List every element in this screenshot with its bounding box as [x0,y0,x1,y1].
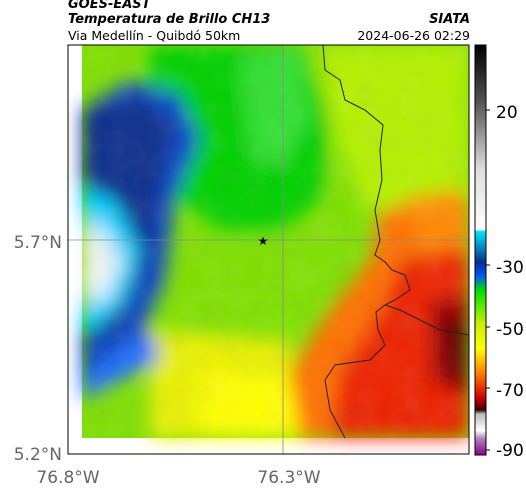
colorbar: 20 -30 -50 -70 -90 [474,44,524,461]
colorbar-tick-label: -50 [496,320,524,340]
colorbar-tick-label: -90 [496,441,524,461]
colorbar-tick-label: -70 [496,381,524,401]
plot-frame [67,44,470,455]
region-label: Via Medellín - Quibdó 50km [68,28,241,43]
colorbar-gradient [474,44,487,456]
timestamp-label: 2024-06-26 02:29 [357,28,470,43]
satellite-title: GOES-EAST [68,0,151,12]
colorbar-tick-label: -30 [496,258,524,278]
x-tick-label: 76.8°W [36,468,99,488]
location-marker: ★ [258,234,269,248]
boundary-line-east [384,304,470,336]
boundary-line [322,44,411,439]
brightness-temperature-raster [82,45,469,438]
product-title: Temperatura de Brillo CH13 [68,12,271,27]
x-tick-label: 76.3°W [257,468,320,488]
y-tick-label: 5.7°N [14,233,62,253]
agency-label: SIATA [429,12,470,27]
y-tick-label: 5.2°N [14,445,62,465]
colorbar-tick-label: 20 [496,103,518,123]
